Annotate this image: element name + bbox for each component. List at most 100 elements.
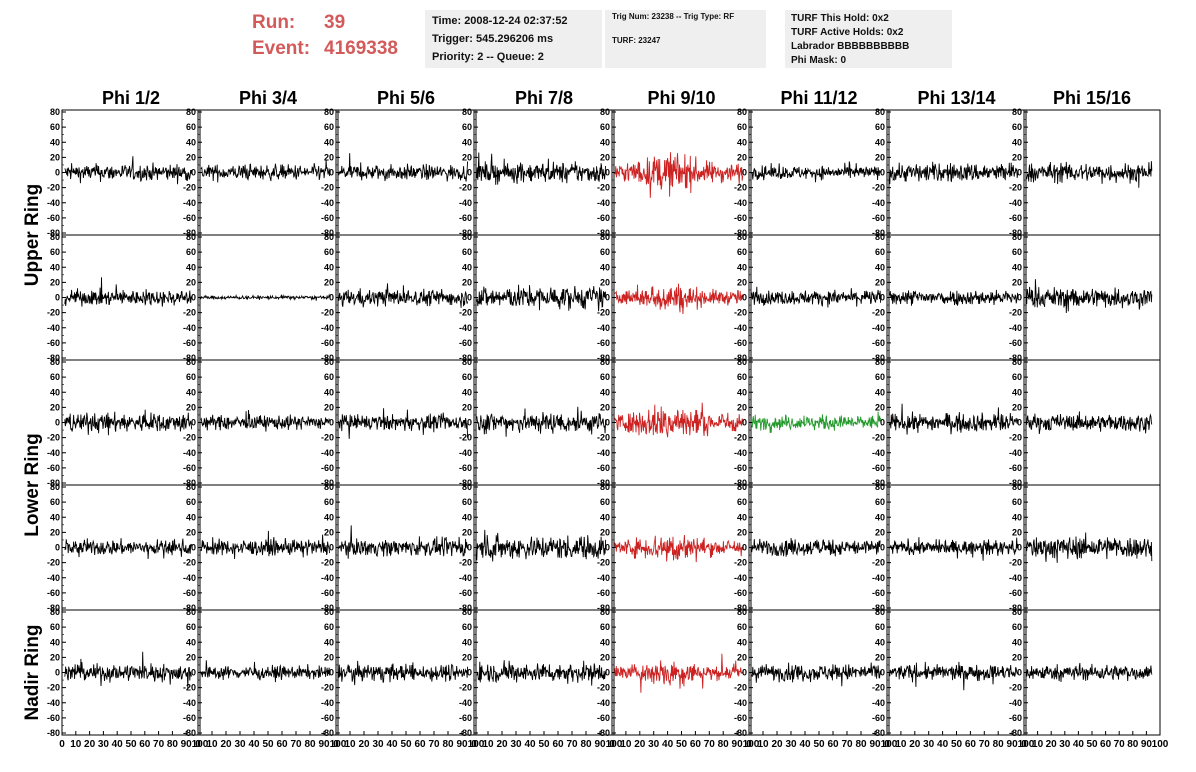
y-tick-label-r4-c5-8: -80 bbox=[597, 603, 610, 613]
y-tick-label-r3-c4-5: -20 bbox=[459, 433, 472, 443]
ring-label-1: Upper Ring bbox=[22, 184, 43, 286]
y-tick-label-r5-c7-4: 0 bbox=[880, 668, 885, 678]
y-tick-label-r4-c3-6: -40 bbox=[321, 573, 334, 583]
y-tick-label-r1-c4-0: 80 bbox=[462, 107, 472, 117]
y-tick-label-r3-c3-5: -20 bbox=[321, 433, 334, 443]
y-tick-label-r2-c8-5: -20 bbox=[1009, 308, 1022, 318]
y-tick-label-r3-c2-4: 0 bbox=[191, 418, 196, 428]
y-tick-label-r2-c3-7: -60 bbox=[321, 338, 334, 348]
y-tick-label-r2-c5-2: 40 bbox=[600, 262, 610, 272]
y-tick-label-r2-c4-0: 80 bbox=[462, 232, 472, 242]
y-tick-label-r3-c5-4: 0 bbox=[605, 418, 610, 428]
y-tick-label-r2-c8-8: -80 bbox=[1009, 353, 1022, 363]
x-tick-label-c5-4: 40 bbox=[662, 739, 674, 750]
x-tick-label-c3-7: 70 bbox=[428, 739, 440, 750]
y-tick-label-r4-c6-0: 80 bbox=[737, 482, 747, 492]
y-tick-label-r4-c8-5: -20 bbox=[1009, 558, 1022, 568]
waveform-r3-c5 bbox=[614, 402, 744, 438]
column-header-8: Phi 15/16 bbox=[1053, 88, 1131, 108]
y-tick-label-r3-c8-7: -60 bbox=[1009, 463, 1022, 473]
y-tick-label-r1-c6-3: 20 bbox=[737, 152, 747, 162]
y-tick-label-r1-c6-4: 0 bbox=[742, 168, 747, 178]
y-tick-label-r1-c8-8: -80 bbox=[1009, 228, 1022, 238]
y-tick-label-r2-c6-1: 60 bbox=[737, 247, 747, 257]
y-tick-label-r5-c4-7: -60 bbox=[459, 713, 472, 723]
y-tick-label-r5-c6-2: 40 bbox=[737, 637, 747, 647]
waveform-r1-c5 bbox=[614, 152, 744, 198]
waveform-r1-c8 bbox=[1026, 161, 1153, 188]
turf-info-box: TURF This Hold: 0x2 TURF Active Holds: 0… bbox=[785, 10, 952, 68]
x-tick-label-c5-7: 70 bbox=[704, 739, 716, 750]
y-tick-label-r4-c4-5: -20 bbox=[459, 558, 472, 568]
x-tick-label-c2-10: 100 bbox=[330, 739, 347, 750]
y-tick-label-r4-c2-1: 60 bbox=[186, 497, 196, 507]
y-tick-label-r1-c2-3: 20 bbox=[186, 152, 196, 162]
y-tick-label-r4-c4-6: -40 bbox=[459, 573, 472, 583]
waveform-r4-c7 bbox=[889, 537, 1019, 561]
x-tick-label-c5-0: 0 bbox=[609, 739, 615, 750]
x-tick-label-c6-10: 100 bbox=[881, 739, 898, 750]
x-tick-label-c5-10: 100 bbox=[743, 739, 760, 750]
y-tick-label-r5-c4-5: -20 bbox=[459, 683, 472, 693]
y-tick-label-r1-c7-4: 0 bbox=[880, 168, 885, 178]
y-tick-label-r3-c7-8: -80 bbox=[872, 478, 885, 488]
y-tick-label-r1-c6-2: 40 bbox=[737, 137, 747, 147]
y-tick-label-r3-c4-7: -60 bbox=[459, 463, 472, 473]
y-tick-label-r1-c8-4: 0 bbox=[1017, 168, 1022, 178]
y-tick-label-r1-c8-2: 40 bbox=[1012, 137, 1022, 147]
y-tick-label-r5-c1-7: -60 bbox=[47, 713, 60, 723]
x-tick-label-c2-2: 20 bbox=[220, 739, 232, 750]
y-tick-label-r3-c5-0: 80 bbox=[600, 357, 610, 367]
y-tick-label-r3-c7-6: -40 bbox=[872, 448, 885, 458]
y-tick-label-r5-c1-5: -20 bbox=[47, 683, 60, 693]
waveform-r3-c3 bbox=[338, 408, 469, 439]
column-header-6: Phi 11/12 bbox=[780, 88, 857, 108]
x-tick-label-c7-10: 100 bbox=[1018, 739, 1035, 750]
y-tick-label-r2-c2-5: -20 bbox=[183, 308, 196, 318]
x-tick-label-c8-5: 50 bbox=[1086, 739, 1098, 750]
x-tick-label-c7-1: 10 bbox=[895, 739, 907, 750]
y-tick-label-r2-c5-6: -40 bbox=[597, 323, 610, 333]
x-tick-label-c7-4: 40 bbox=[937, 739, 949, 750]
y-tick-label-r1-c1-4: 0 bbox=[55, 168, 60, 178]
y-tick-label-r3-c3-8: -80 bbox=[321, 478, 334, 488]
waveform-r5-c8 bbox=[1026, 662, 1153, 683]
y-tick-label-r2-c4-2: 40 bbox=[462, 262, 472, 272]
y-tick-label-r1-c6-5: -20 bbox=[734, 183, 747, 193]
y-tick-label-r1-c1-1: 60 bbox=[50, 122, 60, 132]
y-tick-label-r1-c2-6: -40 bbox=[183, 198, 196, 208]
x-tick-label-c8-7: 70 bbox=[1114, 739, 1126, 750]
x-tick-label-c6-7: 70 bbox=[841, 739, 853, 750]
y-tick-label-r3-c8-2: 40 bbox=[1012, 387, 1022, 397]
y-tick-label-r4-c6-4: 0 bbox=[742, 543, 747, 553]
trig-num-text: Trig Num: 23238 -- Trig Type: RF bbox=[612, 12, 735, 21]
y-tick-label-r5-c1-1: 60 bbox=[50, 622, 60, 632]
y-tick-label-r1-c3-0: 80 bbox=[324, 107, 334, 117]
y-tick-label-r1-c4-3: 20 bbox=[462, 152, 472, 162]
waveform-r1-c3 bbox=[338, 153, 469, 182]
y-tick-label-r4-c4-2: 40 bbox=[462, 512, 472, 522]
x-tick-label-c2-6: 60 bbox=[276, 739, 288, 750]
y-tick-label-r1-c5-0: 80 bbox=[600, 107, 610, 117]
y-tick-label-r3-c4-4: 0 bbox=[467, 418, 472, 428]
y-tick-label-r3-c6-3: 20 bbox=[737, 402, 747, 412]
y-tick-label-r4-c7-2: 40 bbox=[875, 512, 885, 522]
y-tick-label-r5-c8-8: -80 bbox=[1009, 728, 1022, 738]
y-tick-label-r4-c7-1: 60 bbox=[875, 497, 885, 507]
y-tick-label-r2-c7-6: -40 bbox=[872, 323, 885, 333]
y-tick-label-r1-c7-6: -40 bbox=[872, 198, 885, 208]
x-tick-label-c8-6: 60 bbox=[1100, 739, 1112, 750]
y-tick-label-r1-c5-3: 20 bbox=[600, 152, 610, 162]
x-tick-label-c4-8: 80 bbox=[580, 739, 592, 750]
y-tick-label-r2-c3-3: 20 bbox=[324, 277, 334, 287]
y-tick-label-r5-c7-6: -40 bbox=[872, 698, 885, 708]
y-tick-label-r5-c6-5: -20 bbox=[734, 683, 747, 693]
x-tick-label-c4-1: 10 bbox=[482, 739, 494, 750]
y-tick-label-r1-c3-7: -60 bbox=[321, 213, 334, 223]
x-tick-label-c3-1: 10 bbox=[344, 739, 356, 750]
y-tick-label-r1-c3-2: 40 bbox=[324, 137, 334, 147]
y-tick-label-r3-c8-5: -20 bbox=[1009, 433, 1022, 443]
y-tick-label-r5-c8-4: 0 bbox=[1017, 668, 1022, 678]
y-tick-label-r5-c1-3: 20 bbox=[50, 652, 60, 662]
x-tick-label-c7-9: 90 bbox=[1007, 739, 1019, 750]
